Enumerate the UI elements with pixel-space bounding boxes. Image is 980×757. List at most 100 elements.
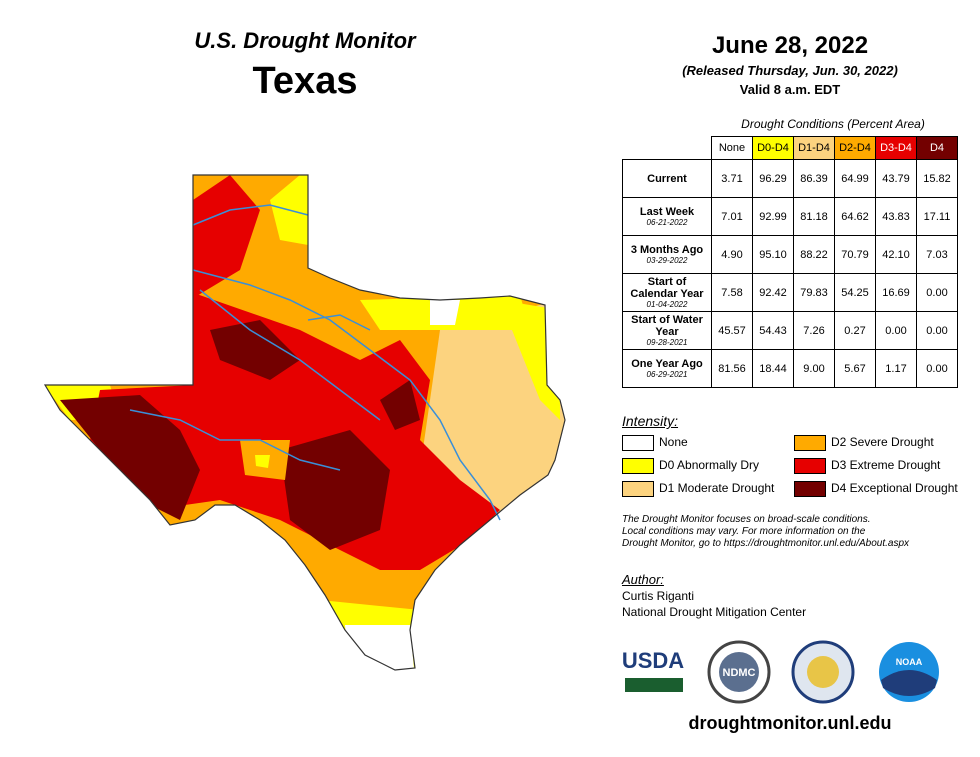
row-label: Start of Water Year 09-28-2021 [622,311,712,350]
cell-value: 16.69 [875,273,917,312]
cell-value: 45.57 [711,311,753,350]
note-line: The Drought Monitor focuses on broad-sca… [622,514,871,525]
logo-text: NOAA [896,657,923,667]
cell-value: 7.58 [711,273,753,312]
legend-swatch [622,435,654,451]
cell-value: 81.18 [793,197,835,236]
website: droughtmonitor.unl.edu [688,713,892,733]
cell-value: 0.00 [916,349,958,388]
row-date: 03-29-2022 [646,256,688,265]
legend-swatch [622,458,654,474]
cell-value: 43.83 [875,197,917,236]
cell-value: 0.27 [834,311,876,350]
legend-label: D1 Moderate Drought [659,481,775,496]
cell-value: 92.99 [752,197,794,236]
noaa-wave [881,670,937,696]
cell-value: 92.42 [752,273,794,312]
table-row: One Year Ago 06-29-2021 81.56 18.44 9.00 5.67… [622,349,958,388]
legend-title: Intensity: [622,413,679,429]
cell-value: 70.79 [834,235,876,274]
row-name: 3 Months Ago [630,244,704,256]
cell-value: 79.83 [793,273,835,312]
legend-item: D2 Severe Drought [794,435,934,451]
cell-value: 3.71 [711,159,753,198]
column-header: None [711,136,753,160]
legend: Intensity: None D2 Severe Drought D0 Abnor… [622,413,972,497]
table-row: Current 3.71 96.29 86.39 64.99 43.79 15.82 [622,159,958,198]
cell-value: 7.03 [916,235,958,274]
cell-value: 43.79 [875,159,917,198]
legend-swatch [794,458,826,474]
row-date: 09-28-2021 [646,338,688,347]
table-row: Start of Water Year 09-28-2021 45.57 54.43 7… [622,311,958,350]
legend-item: None [622,435,688,451]
cell-value: 15.82 [916,159,958,198]
legend-label: D4 Exceptional Drought [831,481,958,496]
row-label: Start of Calendar Year 01-04-2022 [622,273,712,312]
column-header: D1-D4 [793,136,835,160]
row-label: Current [622,159,712,198]
legend-item: D0 Abnormally Dry [622,458,759,474]
table-row: Start of Calendar Year 01-04-2022 7.58 92.4… [622,273,958,312]
logo-text: USDA [622,648,684,673]
cell-value: 18.44 [752,349,794,388]
cell-value: 7.01 [711,197,753,236]
table-row: Last Week 06-21-2022 7.01 92.99 81.18 64.62 43… [622,197,958,236]
author-line: National Drought Mitigation Center [622,605,807,619]
row-label: Last Week 06-21-2022 [622,197,712,236]
row-label: One Year Ago 06-29-2021 [622,349,712,388]
cell-value: 0.00 [916,311,958,350]
cell-value: 4.90 [711,235,753,274]
column-header: D4 [916,136,958,160]
cell-value: 88.22 [793,235,835,274]
row-name: One Year Ago [631,358,703,370]
texas-map [44,174,566,671]
legend-item: D1 Moderate Drought [622,481,774,497]
legend-label: D3 Extreme Drought [831,458,941,473]
logos: USDA NDMC NOAA [622,640,939,704]
cell-value: 95.10 [752,235,794,274]
column-header: D2-D4 [834,136,876,160]
note: The Drought Monitor focuses on broad-sca… [622,514,909,550]
legend-label: D0 Abnormally Dry [659,458,760,473]
conditions-table: None D0-D4 D1-D4 D2-D4 D3-D4 D4 Current 3.71 96.… [622,136,958,388]
table-row: 3 Months Ago 03-29-2022 4.90 95.10 88.22 70.7… [622,235,958,274]
note-line: Drought Monitor, go to https://droughtmo… [622,538,910,549]
legend-swatch [622,481,654,497]
author-title: Author: [622,572,664,587]
table-caption: Drought Conditions (Percent Area) [741,117,925,131]
cell-value: 81.56 [711,349,753,388]
title: U.S. Drought Monitor [194,28,416,53]
cell-value: 7.26 [793,311,835,350]
legend-item: D4 Exceptional Drought [794,481,958,497]
legend-label: None [659,435,688,450]
cell-value: 17.11 [916,197,958,236]
doc-inner [807,656,839,688]
row-label: 3 Months Ago 03-29-2022 [622,235,712,274]
row-name: Start of Water Year [631,314,703,338]
cell-value: 54.43 [752,311,794,350]
legend-item: D3 Extreme Drought [794,458,940,474]
usda-band [625,678,683,692]
note-line: Local conditions may vary. For more info… [622,526,866,537]
cell-value: 5.67 [834,349,876,388]
legend-swatch [794,481,826,497]
logo-text: NDMC [723,667,756,679]
column-header: D0-D4 [752,136,794,160]
cell-value: 42.10 [875,235,917,274]
row-date: 01-04-2022 [646,300,688,309]
row-name: Last Week [639,206,695,218]
cell-value: 0.00 [916,273,958,312]
ndmc-inner [719,652,759,692]
row-date: 06-29-2021 [646,370,688,379]
cell-value: 64.99 [834,159,876,198]
state-name: Texas [252,60,358,102]
valid-time: Valid 8 a.m. EDT [739,82,841,97]
map-date: June 28, 2022 [711,32,869,59]
column-header: D3-D4 [875,136,917,160]
author-line: Curtis Riganti [622,589,695,603]
cell-value: 96.29 [752,159,794,198]
row-date: 06-21-2022 [646,218,688,227]
legend-label: D2 Severe Drought [831,435,934,450]
